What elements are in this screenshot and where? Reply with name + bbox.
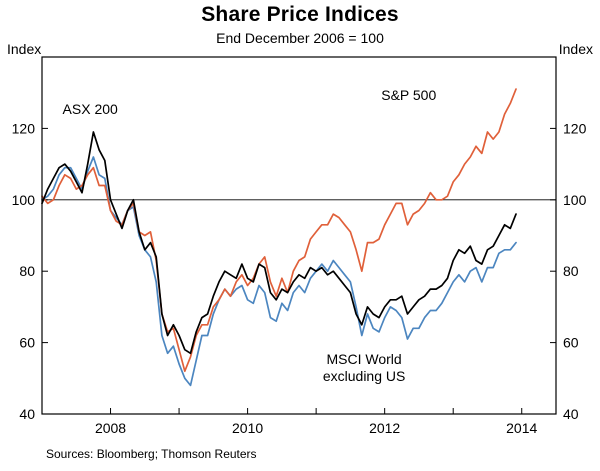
asx-200-line <box>41 131 517 355</box>
series-label-asx-200-line1: ASX 200 <box>63 101 118 117</box>
y-tick-label-right-40: 40 <box>563 406 579 422</box>
y-tick-label-right-80: 80 <box>563 263 579 279</box>
msci-world-excluding-us-line <box>41 156 517 387</box>
y-tick-label-right-120: 120 <box>563 120 587 136</box>
y-tick-label-right-60: 60 <box>563 335 579 351</box>
y-axis-unit-right: Index <box>558 41 593 57</box>
x-tick-label-2008: 2008 <box>95 420 126 436</box>
y-tick-label-left-80: 80 <box>19 263 35 279</box>
x-tick-label-2010: 2010 <box>232 420 263 436</box>
series-label-msci-world-excluding-us-line1: MSCI World <box>327 351 402 367</box>
series-label-s-p-500-line1: S&P 500 <box>381 87 436 103</box>
chart-title: Share Price Indices <box>201 3 399 26</box>
y-tick-label-left-120: 120 <box>12 120 36 136</box>
chart-subtitle: End December 2006 = 100 <box>216 30 384 46</box>
x-tick-label-2012: 2012 <box>369 420 400 436</box>
plot-border <box>41 56 557 415</box>
series-label-msci-world-excluding-us-line2: excluding US <box>323 368 406 384</box>
y-tick-label-left-100: 100 <box>12 192 36 208</box>
y-tick-label-left-40: 40 <box>19 406 35 422</box>
x-tick-label-2014: 2014 <box>506 420 537 436</box>
source-note: Sources: Bloomberg; Thomson Reuters <box>46 447 257 461</box>
y-tick-label-left-60: 60 <box>19 335 35 351</box>
y-axis-unit-left: Index <box>7 41 42 57</box>
s-p-500-line <box>41 88 517 373</box>
y-tick-label-right-100: 100 <box>563 192 587 208</box>
